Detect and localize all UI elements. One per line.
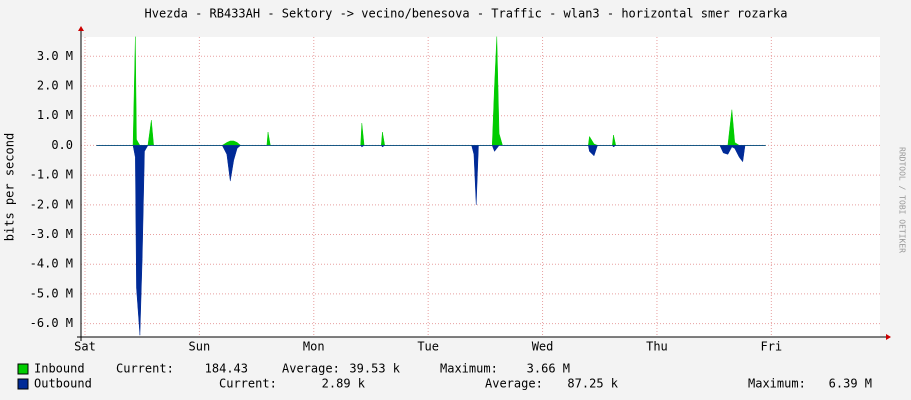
x-tick-label: Mon <box>303 340 325 354</box>
legend-stat: 6.39 M <box>829 377 872 391</box>
x-tick-label: Thu <box>646 340 668 354</box>
area <box>96 145 766 336</box>
legend-stat: Maximum: <box>440 362 498 376</box>
legend-stat: 184.43 <box>205 362 248 376</box>
legend-stat: 39.53 k <box>349 362 400 376</box>
axis-arrow <box>78 26 84 31</box>
legend-swatch <box>17 378 29 390</box>
y-tick-label: -1.0 M <box>30 168 73 182</box>
plot-area <box>81 37 880 337</box>
x-tick-label: Sat <box>74 340 96 354</box>
x-tick-label: Wed <box>532 340 554 354</box>
y-tick-label: -5.0 M <box>30 286 73 300</box>
y-tick-label: 1.0 M <box>37 108 73 122</box>
y-tick-label: -6.0 M <box>30 316 73 330</box>
axis-arrow <box>886 334 891 340</box>
y-tick-label: -3.0 M <box>30 227 73 241</box>
legend-stat: Average: <box>282 362 340 376</box>
legend-stat: Current: <box>219 377 277 391</box>
x-tick-label: Tue <box>417 340 439 354</box>
watermark: RRDTOOL / TOBI OETIKER <box>898 147 907 253</box>
y-tick-label: 0.0 <box>51 138 73 152</box>
y-axis-label: bits per second <box>3 133 17 241</box>
y-tick-label: 2.0 M <box>37 79 73 93</box>
chart-title: Hvezda - RB433AH - Sektory -> vecino/ben… <box>145 7 788 21</box>
legend-stat: Maximum: <box>748 377 806 391</box>
y-tick-label: -2.0 M <box>30 197 73 211</box>
legend-stat: 2.89 k <box>322 377 366 391</box>
y-tick-label: 3.0 M <box>37 49 73 63</box>
legend-stat: 3.66 M <box>527 362 570 376</box>
legend-swatch <box>17 363 29 375</box>
y-tick-label: -4.0 M <box>30 257 73 271</box>
x-tick-label: Fri <box>760 340 782 354</box>
legend-stat: Current: <box>116 362 174 376</box>
x-tick-label: Sun <box>189 340 211 354</box>
legend-stat: 87.25 k <box>567 377 618 391</box>
legend-label: Outbound <box>34 377 92 391</box>
legend-stat: Average: <box>485 377 543 391</box>
legend-label: Inbound <box>34 362 85 376</box>
